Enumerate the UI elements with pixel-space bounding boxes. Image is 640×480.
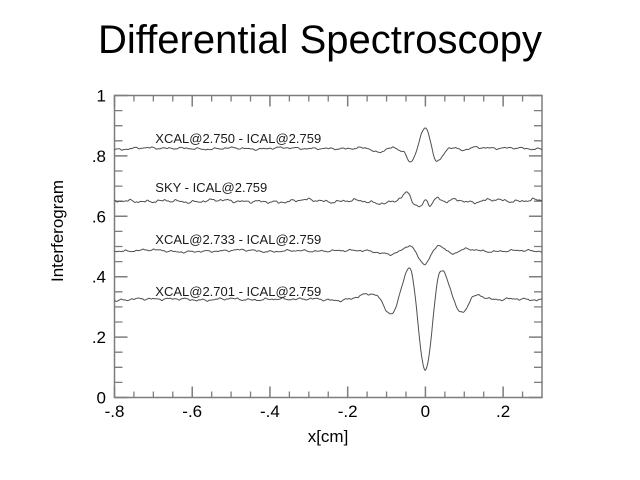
x-tick-label: -.4 bbox=[260, 402, 280, 421]
x-tick-label: -.2 bbox=[338, 402, 358, 421]
x-tick-label: .2 bbox=[496, 402, 510, 421]
trace-label-xcal2733: XCAL@2.733 - ICAL@2.759 bbox=[155, 232, 321, 247]
y-tick-label: .2 bbox=[92, 328, 106, 347]
y-tick-label: .6 bbox=[92, 207, 106, 226]
trace-xcal2701 bbox=[114, 267, 543, 371]
x-tick-label: 0 bbox=[421, 402, 430, 421]
trace-sky bbox=[114, 191, 543, 208]
y-tick-label: 0 bbox=[97, 389, 106, 408]
trace-xcal2750 bbox=[114, 127, 543, 163]
x-tick-label: -.8 bbox=[105, 402, 125, 421]
trace-label-xcal2701: XCAL@2.701 - ICAL@2.759 bbox=[155, 284, 321, 299]
minor-ticks bbox=[114, 95, 542, 398]
page-title: Differential Spectroscopy bbox=[98, 18, 542, 62]
trace-label-xcal2750: XCAL@2.750 - ICAL@2.759 bbox=[155, 131, 321, 146]
major-ticks bbox=[113, 94, 542, 399]
x-tick-label: -.6 bbox=[182, 402, 202, 421]
y-tick-label: 1 bbox=[97, 87, 106, 106]
x-axis-label: x[cm] bbox=[307, 427, 349, 446]
y-tick-label: .4 bbox=[92, 268, 106, 287]
trace-xcal2733 bbox=[114, 244, 543, 266]
y-tick-label: .8 bbox=[92, 147, 106, 166]
trace-label-sky: SKY - ICAL@2.759 bbox=[155, 180, 267, 195]
